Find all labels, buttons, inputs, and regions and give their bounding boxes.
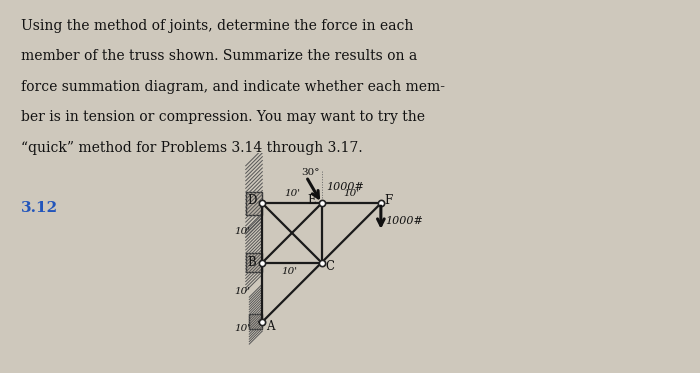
Text: B: B	[248, 256, 256, 269]
Text: D: D	[247, 194, 256, 207]
Text: 1000#: 1000#	[385, 216, 423, 226]
Text: 1000#: 1000#	[326, 182, 363, 192]
Text: A: A	[266, 320, 274, 333]
Text: 10': 10'	[284, 189, 300, 198]
Bar	[246, 192, 262, 214]
Text: 10': 10'	[234, 286, 251, 295]
Text: ber is in tension or compression. You may want to try the: ber is in tension or compression. You ma…	[21, 110, 425, 125]
Text: “quick” method for Problems 3.14 through 3.17.: “quick” method for Problems 3.14 through…	[21, 141, 363, 155]
Text: member of the truss shown. Summarize the results on a: member of the truss shown. Summarize the…	[21, 49, 417, 63]
Text: E: E	[307, 194, 316, 207]
Text: F: F	[384, 194, 393, 207]
Text: Using the method of joints, determine the force in each: Using the method of joints, determine th…	[21, 19, 414, 33]
Bar	[249, 314, 262, 329]
Text: 10': 10'	[281, 267, 298, 276]
Text: 10': 10'	[234, 325, 251, 333]
Text: 30°: 30°	[302, 168, 320, 177]
Bar	[246, 253, 262, 272]
Text: 10': 10'	[343, 189, 359, 198]
Text: 10': 10'	[234, 227, 251, 236]
Text: force summation diagram, and indicate whether each mem-: force summation diagram, and indicate wh…	[21, 80, 445, 94]
Text: C: C	[325, 260, 334, 273]
Text: 3.12: 3.12	[21, 201, 58, 216]
